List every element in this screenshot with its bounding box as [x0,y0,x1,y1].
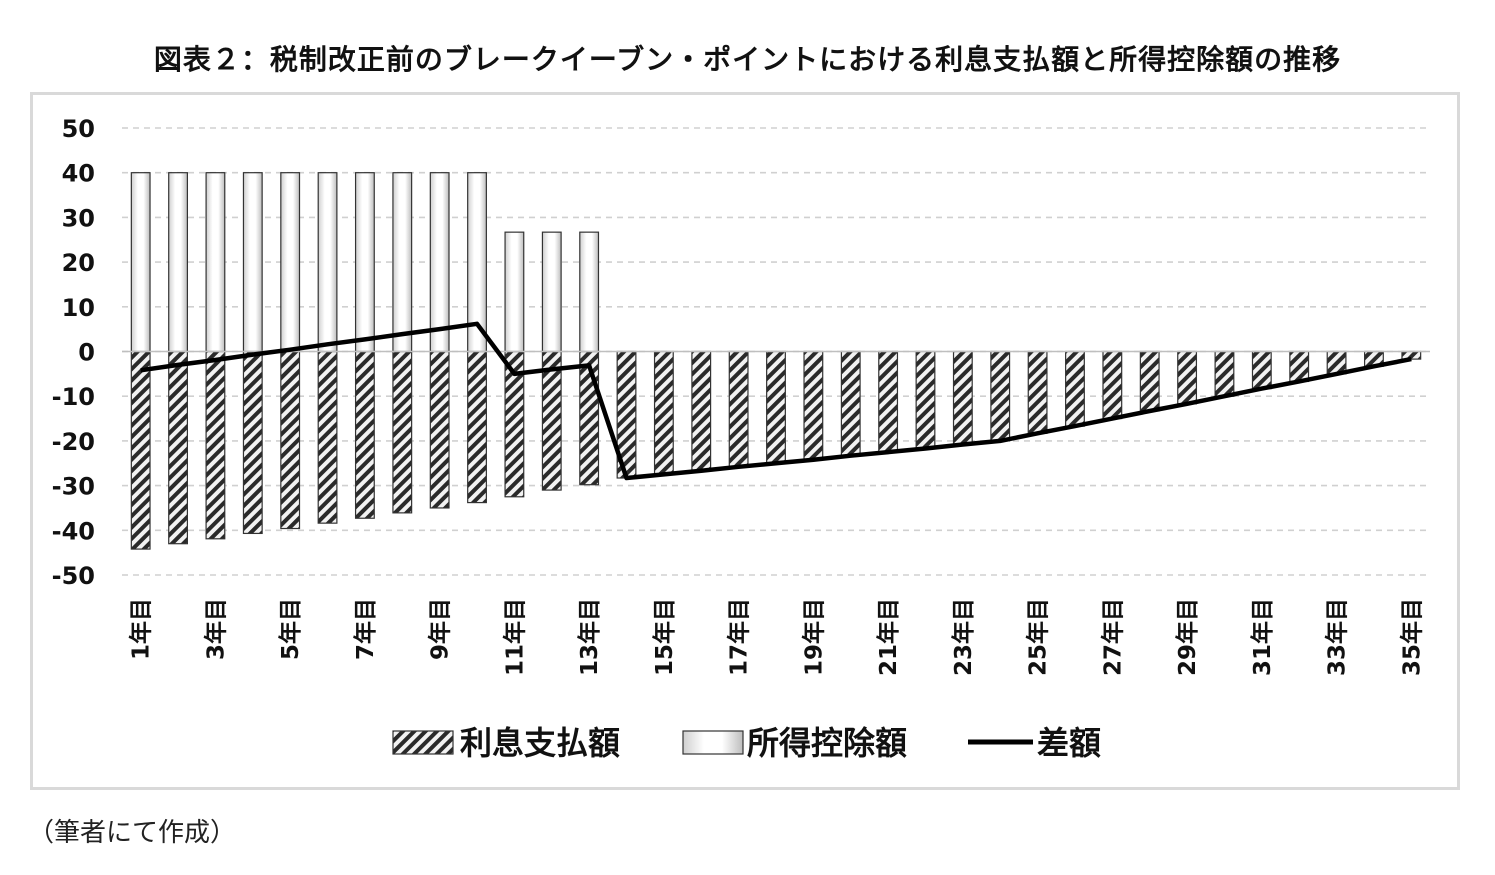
legend-label-deduction: 所得控除額 [747,724,907,762]
bar-deduction [504,231,525,353]
bar-interest [1027,350,1048,434]
bar-interest [1177,350,1198,405]
y-tick-label: -40 [52,517,95,545]
bar-interest [467,350,487,504]
x-tick-label: 17年目 [726,598,753,676]
bar-interest [429,350,450,509]
x-tick-label: 13年目 [576,598,603,676]
x-tick-label: 29年目 [1174,598,1201,676]
bar-deduction [130,172,151,353]
x-tick-label: 21年目 [875,598,902,676]
bar-interest [803,350,824,461]
x-tick-label: 3年目 [202,598,229,660]
bar-interest [242,350,263,535]
bar-interest [1401,350,1422,360]
bar-deduction [579,231,600,353]
bar-interest [728,350,749,468]
x-tick-label: 11年目 [501,598,528,676]
bar-interest [840,350,861,457]
bar-deduction [205,172,226,353]
bar-interest [354,350,375,519]
bar-interest [1065,350,1085,427]
legend-swatch-deduction [682,730,744,755]
y-tick-label: 40 [62,160,95,188]
bar-deduction [242,172,263,353]
bar-deduction [541,231,562,353]
x-tick-label: 25年目 [1025,598,1052,676]
bar-interest [990,350,1011,442]
x-tick-label: 15年目 [651,598,678,676]
chart-title: 図表２：税制改正前のブレークイーブン・ポイントにおける利息支払額と所得控除額の推… [153,43,1342,76]
bar-interest [766,350,786,464]
legend-label-difference: 差額 [1037,724,1101,762]
legend-label-interest: 利息支払額 [460,724,620,762]
bar-deduction [354,172,375,353]
line-difference [140,321,1412,481]
x-tick-label: 1年目 [128,598,155,660]
y-axis-ticks: 50 40 30 20 10 0 -10 -20 -30 -40 -50 [52,115,95,590]
y-tick-label: -50 [52,562,95,590]
y-tick-label: 0 [78,339,95,367]
bar-interest [130,350,151,550]
bar-interest [691,350,712,472]
x-tick-label: 33年目 [1324,598,1351,676]
y-tick-label: 10 [62,294,95,322]
y-tick-label: -20 [52,428,95,456]
bar-interest [653,350,674,476]
bars [122,172,1430,550]
x-tick-label: 23年目 [950,598,977,676]
x-tick-label: 35年目 [1398,598,1425,676]
y-tick-label: -30 [52,473,95,501]
bar-interest [952,350,973,446]
x-tick-label: 5年目 [277,598,304,660]
x-tick-label: 7年目 [352,598,379,660]
bar-interest [1289,350,1310,383]
bar-deduction [168,172,188,353]
bar-deduction [317,172,338,353]
legend: 利息支払額 所得控除額 差額 [392,724,1101,762]
source-note: （筆者にて作成） [28,818,237,848]
x-tick-label: 9年目 [427,598,454,660]
x-tick-label: 31年目 [1249,598,1276,676]
difference-line [140,321,1412,481]
bar-interest [1251,350,1272,390]
bar-deduction [429,172,450,353]
y-tick-label: 20 [62,249,95,277]
y-tick-label: 50 [62,115,95,143]
x-tick-label: 27年目 [1099,598,1126,676]
bar-interest [280,350,301,530]
bar-deduction [392,172,413,353]
bar-interest [205,350,226,540]
x-axis-ticks: 1年目 3年目 5年目 7年目 9年目 11年目 13年目 15年目 17年目 19年目 21年目 2… [128,598,1426,676]
y-tick-label: 30 [62,204,95,232]
bar-interest [878,350,899,453]
bar-interest [392,350,413,514]
bar-interest [915,350,936,450]
x-tick-label: 19年目 [800,598,827,676]
bar-deduction [280,172,301,353]
legend-swatch-interest [392,730,454,755]
bar-interest [1214,350,1235,397]
y-tick-label: -10 [52,383,95,411]
bar-interest [1139,350,1160,412]
bar-interest [317,350,338,524]
bar-interest [168,350,188,545]
bar-interest [1102,350,1123,420]
